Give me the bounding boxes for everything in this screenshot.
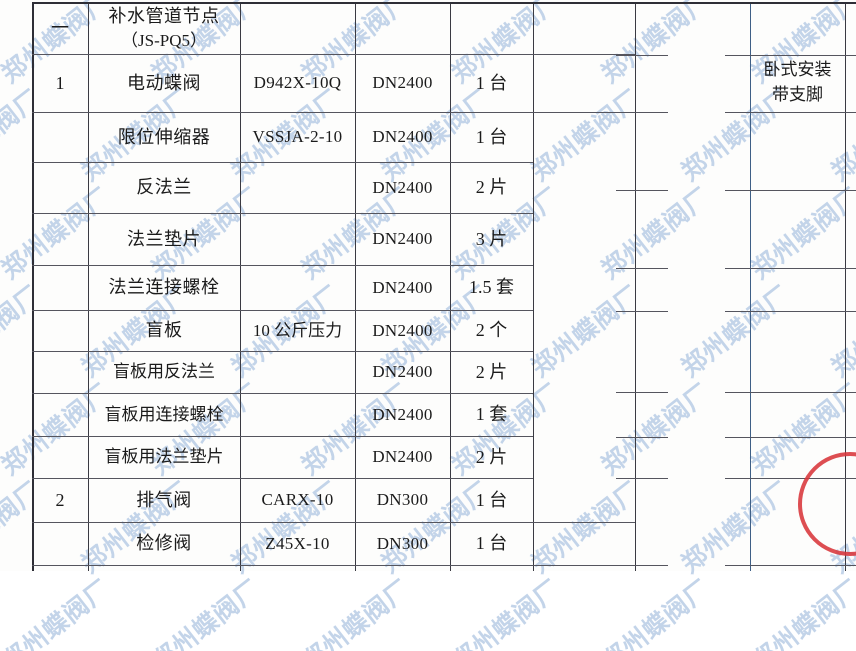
cell-qty-text: 2 个 bbox=[475, 320, 508, 341]
cell-name-text: 盲板用法兰垫片 bbox=[104, 447, 224, 467]
watermark-text: 郑州蝶阀厂 bbox=[146, 574, 267, 651]
cell-model[interactable]: CARX-10 bbox=[240, 478, 355, 522]
cell-name[interactable]: 盲板用连接螺栓 bbox=[88, 393, 240, 436]
cell-qty-text: 1 台 bbox=[475, 533, 508, 554]
cell-spec[interactable]: DN2400 bbox=[355, 265, 450, 310]
cell-spec[interactable]: DN2400 bbox=[355, 436, 450, 478]
cell-qty[interactable]: 1 套 bbox=[450, 393, 533, 436]
cell-name[interactable]: 反法兰 bbox=[88, 162, 240, 213]
cell-qty[interactable]: 2 片 bbox=[450, 351, 533, 393]
cell-name[interactable]: 限位伸缩器 bbox=[88, 112, 240, 162]
cell-spec[interactable]: DN2400 bbox=[355, 351, 450, 393]
cell-note[interactable]: 卧式安装 带支脚 bbox=[750, 54, 845, 112]
cell-name[interactable]: 电动蝶阀 bbox=[88, 54, 240, 112]
cell-spec-text: DN2400 bbox=[372, 73, 433, 93]
cell-index: 一 bbox=[51, 18, 69, 39]
cell-spec-text: DN2400 bbox=[372, 320, 433, 340]
cell-qty[interactable]: 1.5 套 bbox=[450, 265, 533, 310]
cell-name-text: 盲板用反法兰 bbox=[113, 362, 215, 382]
cell-qty-text: 1.5 套 bbox=[469, 277, 514, 298]
cell-spec-text: DN2400 bbox=[372, 362, 433, 382]
cell-qty-text: 1 套 bbox=[475, 404, 508, 425]
table-row[interactable]: 1 bbox=[32, 54, 88, 112]
watermark-text: 郑州蝶阀厂 bbox=[0, 574, 117, 651]
cell-spec[interactable]: DN2400 bbox=[355, 213, 450, 265]
cell-model[interactable]: D942X-10Q bbox=[240, 54, 355, 112]
cell-qty-text: 2 片 bbox=[475, 177, 508, 198]
cell-name-text: 检修阀 bbox=[136, 533, 192, 554]
cell-qty[interactable]: 2 个 bbox=[450, 310, 533, 351]
cell-name[interactable]: 盲板用反法兰 bbox=[88, 351, 240, 393]
cell-name-text: 盲板 bbox=[145, 320, 183, 341]
cell-model[interactable]: 10 公斤压力 bbox=[240, 310, 355, 351]
cell-name-text: 法兰垫片 bbox=[127, 228, 201, 249]
table-row[interactable]: 一 bbox=[32, 3, 88, 54]
cell-name-text: 电动蝶阀 bbox=[127, 72, 201, 93]
cell-spec-text: DN2400 bbox=[372, 177, 433, 197]
cell-qty-text: 2 片 bbox=[475, 361, 508, 382]
cell-model-text: Z45X-10 bbox=[265, 533, 330, 553]
cell-name[interactable]: 排气阀 bbox=[88, 478, 240, 522]
cell-name[interactable]: 盲板 bbox=[88, 310, 240, 351]
cell-name-text: 排气阀 bbox=[136, 489, 192, 510]
cell-name-text: 限位伸缩器 bbox=[117, 126, 211, 147]
cell-spec[interactable]: DN2400 bbox=[355, 54, 450, 112]
cell-spec[interactable]: DN2400 bbox=[355, 393, 450, 436]
cell-qty-text: 1 台 bbox=[475, 126, 508, 147]
cell-name-section[interactable]: 补水管道节点 （JS-PQ5） bbox=[88, 3, 240, 54]
cell-model[interactable]: VSSJA-2-10 bbox=[240, 112, 355, 162]
cell-name-line2: （JS-PQ5） bbox=[121, 31, 207, 51]
cell-index-text: 2 bbox=[55, 489, 65, 510]
cell-index[interactable]: 2 bbox=[32, 478, 88, 522]
cell-qty-text: 3 片 bbox=[475, 228, 508, 249]
cell-spec-text: DN2400 bbox=[372, 229, 433, 249]
cell-name-text: 反法兰 bbox=[136, 177, 192, 198]
cell-spec[interactable]: DN2400 bbox=[355, 112, 450, 162]
cell-qty[interactable]: 1 台 bbox=[450, 478, 533, 522]
cell-qty[interactable]: 1 台 bbox=[450, 54, 533, 112]
cell-model-text: CARX-10 bbox=[261, 490, 334, 510]
scanned-page-background bbox=[0, 0, 856, 571]
cell-qty[interactable]: 3 片 bbox=[450, 213, 533, 265]
cell-qty[interactable]: 2 片 bbox=[450, 436, 533, 478]
cell-spec[interactable]: DN300 bbox=[355, 478, 450, 522]
cell-name[interactable]: 盲板用法兰垫片 bbox=[88, 436, 240, 478]
cell-model-text: VSSJA-2-10 bbox=[252, 127, 343, 147]
cell-note-line1: 卧式安装 bbox=[763, 60, 832, 80]
cell-spec-text: DN2400 bbox=[372, 404, 433, 424]
cell-qty-text: 1 台 bbox=[475, 489, 508, 510]
cell-qty[interactable]: 1 台 bbox=[450, 112, 533, 162]
cell-name[interactable]: 检修阀 bbox=[88, 522, 240, 565]
watermark-text: 郑州蝶阀厂 bbox=[596, 574, 717, 651]
cell-spec-text: DN2400 bbox=[372, 277, 433, 297]
cell-name[interactable]: 法兰垫片 bbox=[88, 213, 240, 265]
cell-qty-text: 2 片 bbox=[475, 446, 508, 467]
cell-name-text: 法兰连接螺栓 bbox=[108, 277, 220, 298]
cell-spec[interactable]: DN2400 bbox=[355, 310, 450, 351]
cell-spec-text: DN300 bbox=[376, 533, 429, 553]
cell-spec-text: DN300 bbox=[376, 490, 429, 510]
cell-note-line2: 带支脚 bbox=[772, 85, 823, 104]
cell-name[interactable]: 法兰连接螺栓 bbox=[88, 265, 240, 310]
cell-index: 1 bbox=[55, 72, 65, 93]
cell-name-line1: 补水管道节点 bbox=[108, 6, 220, 27]
cell-model-text: 10 公斤压力 bbox=[252, 320, 343, 340]
cell-spec[interactable]: DN2400 bbox=[355, 162, 450, 213]
cell-spec[interactable]: DN300 bbox=[355, 522, 450, 565]
cell-qty[interactable]: 2 片 bbox=[450, 162, 533, 213]
cell-qty-text: 1 台 bbox=[475, 72, 508, 93]
cell-spec-text: DN2400 bbox=[372, 447, 433, 467]
cell-name-text: 盲板用连接螺栓 bbox=[104, 404, 224, 424]
cell-qty[interactable]: 1 台 bbox=[450, 522, 533, 565]
watermark-text: 郑州蝶阀厂 bbox=[746, 574, 856, 651]
cell-model[interactable]: Z45X-10 bbox=[240, 522, 355, 565]
cell-spec-text: DN2400 bbox=[372, 127, 433, 147]
watermark-text: 郑州蝶阀厂 bbox=[296, 574, 417, 651]
watermark-text: 郑州蝶阀厂 bbox=[446, 574, 567, 651]
cell-model-text: D942X-10Q bbox=[253, 73, 342, 93]
